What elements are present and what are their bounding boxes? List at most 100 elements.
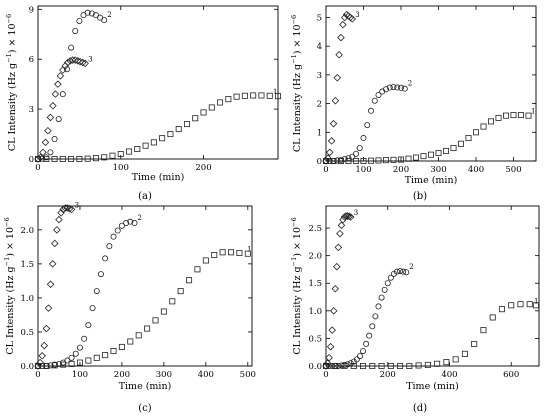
data-point-series-1	[219, 249, 226, 256]
data-point-series-1	[405, 155, 412, 162]
data-point-series-2	[334, 157, 341, 164]
data-point-series-3	[339, 20, 347, 29]
data-point-series-3	[327, 137, 336, 145]
data-point-series-1	[495, 114, 502, 121]
data-point-series-3	[59, 205, 67, 214]
data-point-series-1	[489, 314, 496, 321]
data-point-series-3	[44, 126, 52, 135]
data-point-series-3	[46, 280, 55, 289]
x-tick-label: 200	[380, 370, 396, 380]
data-point-series-1	[510, 112, 517, 119]
x-tick-label: 200	[114, 370, 130, 380]
data-point-series-1	[443, 359, 450, 366]
data-point-series-3	[34, 155, 42, 163]
data-point-series-1	[59, 155, 66, 162]
data-point-series-2	[127, 218, 134, 225]
x-tick-label: 400	[198, 370, 214, 380]
x-tick-label: 200	[393, 165, 409, 175]
data-point-series-2	[347, 360, 354, 367]
y-tick-label: 2.0	[308, 252, 322, 262]
data-point-series-1	[397, 156, 404, 163]
data-point-series-2	[375, 91, 382, 98]
data-point-series-2	[371, 97, 378, 104]
data-point-series-1	[244, 250, 251, 257]
data-point-series-1	[186, 277, 193, 284]
data-point-series-1	[236, 249, 243, 256]
series-3: 3	[34, 55, 93, 163]
series-label: 1	[247, 246, 251, 254]
data-point-series-2	[114, 227, 121, 234]
series-label: 2	[409, 263, 413, 271]
data-point-series-1	[93, 354, 100, 361]
data-point-series-2	[64, 357, 71, 364]
series-label: 3	[75, 201, 79, 209]
data-point-series-3	[337, 221, 346, 230]
data-point-series-3	[345, 212, 353, 221]
data-point-series-1	[465, 135, 472, 142]
data-point-series-1	[352, 157, 359, 164]
data-point-series-2	[363, 340, 370, 347]
data-point-series-2	[384, 280, 391, 287]
data-point-series-1	[378, 362, 385, 369]
data-point-series-3	[331, 96, 340, 105]
data-point-series-2	[326, 362, 333, 369]
data-point-series-1	[183, 121, 190, 128]
data-point-series-1	[43, 155, 50, 162]
data-point-series-1	[68, 360, 75, 367]
x-tick-label: 200	[195, 163, 211, 173]
data-point-series-1	[266, 92, 273, 99]
y-tick-label: 1.5	[308, 279, 322, 289]
panel-label: (a)	[138, 191, 152, 202]
data-point-series-2	[345, 155, 352, 162]
data-point-series-3	[67, 205, 76, 214]
data-point-series-1	[518, 112, 525, 119]
data-point-series-1	[435, 149, 442, 156]
panel-label: (c)	[138, 403, 152, 414]
data-point-series-3	[342, 212, 350, 220]
data-point-series-3	[36, 358, 44, 367]
y-tick-label: 3	[29, 105, 34, 115]
data-point-series-1	[118, 343, 125, 350]
y-tick-label: 2	[317, 100, 322, 110]
series-1: 1	[322, 108, 535, 164]
data-point-series-1	[144, 325, 151, 332]
panel-label: (d)	[413, 403, 427, 414]
data-point-series-1	[526, 301, 533, 308]
data-point-series-2	[59, 91, 66, 98]
data-point-series-3	[329, 119, 338, 128]
data-point-series-3	[61, 204, 70, 212]
data-point-series-3	[53, 226, 61, 234]
data-point-series-2	[337, 156, 344, 163]
data-point-series-2	[63, 66, 70, 73]
series-1: 1	[35, 88, 281, 162]
data-point-series-1	[258, 92, 265, 99]
data-point-series-3	[65, 204, 74, 213]
data-point-series-2	[335, 362, 342, 369]
data-point-series-3	[64, 58, 72, 67]
series-2: 2	[35, 214, 142, 369]
plot-frame	[37, 5, 279, 160]
series-2: 2	[35, 9, 112, 162]
data-point-series-2	[397, 268, 404, 275]
data-point-series-1	[367, 157, 374, 164]
data-point-series-3	[328, 326, 336, 334]
y-tick-label: 9	[29, 5, 34, 15]
data-point-series-1	[60, 361, 67, 368]
y-axis-title: CL Intensity (Hz g−1) × 10−6	[5, 14, 18, 151]
data-point-series-1	[200, 109, 207, 116]
data-point-series-3	[56, 72, 65, 80]
data-point-series-1	[508, 302, 515, 309]
y-tick-label: 1.5	[20, 260, 34, 270]
data-point-series-3	[322, 362, 330, 370]
data-point-series-3	[340, 13, 349, 22]
y-tick-label: 0	[317, 157, 322, 167]
data-point-series-2	[47, 362, 54, 369]
data-point-series-1	[415, 362, 422, 369]
data-point-series-3	[36, 153, 45, 162]
series-3: 3	[322, 10, 360, 165]
data-point-series-2	[393, 268, 400, 275]
data-point-series-3	[40, 341, 49, 350]
data-point-series-3	[71, 56, 80, 64]
data-point-series-3	[323, 359, 332, 368]
data-point-series-1	[192, 115, 199, 122]
